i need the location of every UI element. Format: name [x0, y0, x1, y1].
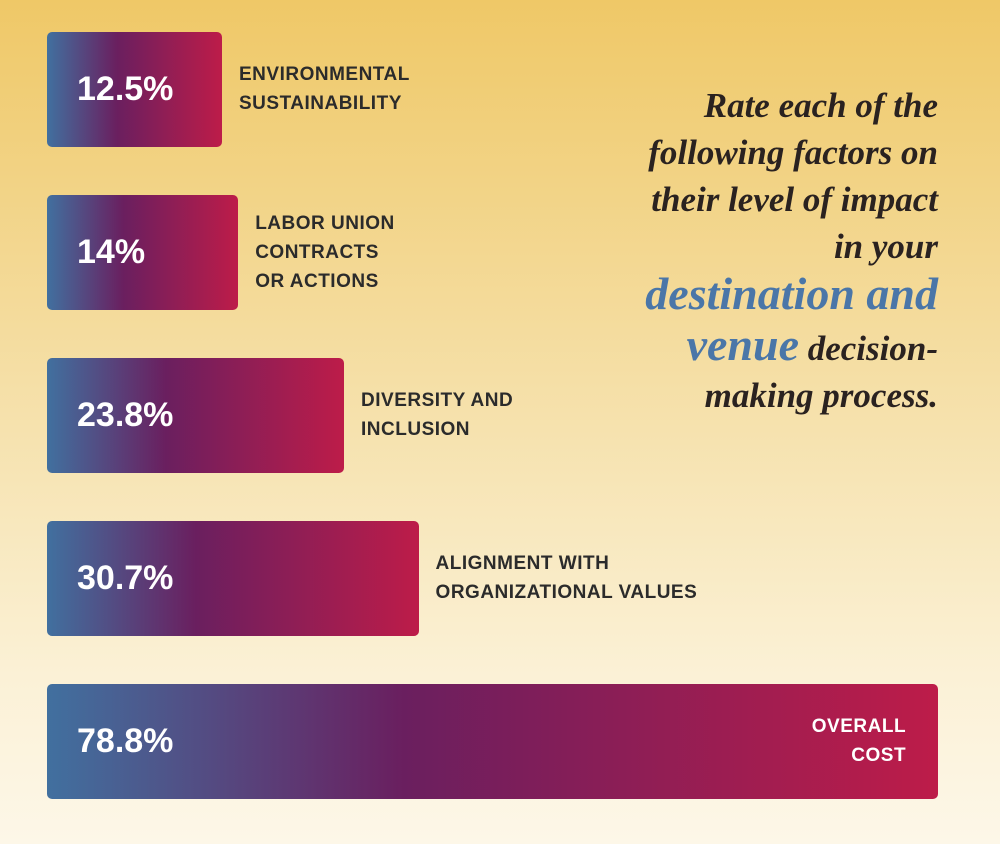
- category-label: DIVERSITY AND INCLUSION: [361, 390, 514, 440]
- value-label: 78.8%: [77, 722, 174, 760]
- bar: [47, 684, 939, 799]
- category-label: LABOR UNION CONTRACTS OR ACTIONS: [255, 212, 395, 292]
- category-label: ALIGNMENT WITH ORGANIZATIONAL VALUES: [435, 553, 698, 603]
- title-highlight: destination and venue: [645, 268, 938, 370]
- title-text: Rate each of the following factors on th…: [648, 86, 938, 266]
- value-label: 12.5%: [77, 70, 174, 108]
- value-label: 23.8%: [77, 396, 174, 434]
- value-label: 30.7%: [77, 559, 174, 597]
- category-label: ENVIRONMENTAL SUSTAINABILITY: [239, 64, 410, 114]
- bar: [47, 358, 345, 473]
- title-text: decision-making process.: [704, 329, 938, 415]
- bar: [47, 521, 419, 636]
- bar: [47, 195, 239, 310]
- value-label: 14%: [77, 233, 146, 271]
- question-title: Rate each of the following factors on th…: [628, 82, 938, 419]
- category-label: OVERALL COST: [811, 716, 907, 766]
- bar: [47, 32, 222, 147]
